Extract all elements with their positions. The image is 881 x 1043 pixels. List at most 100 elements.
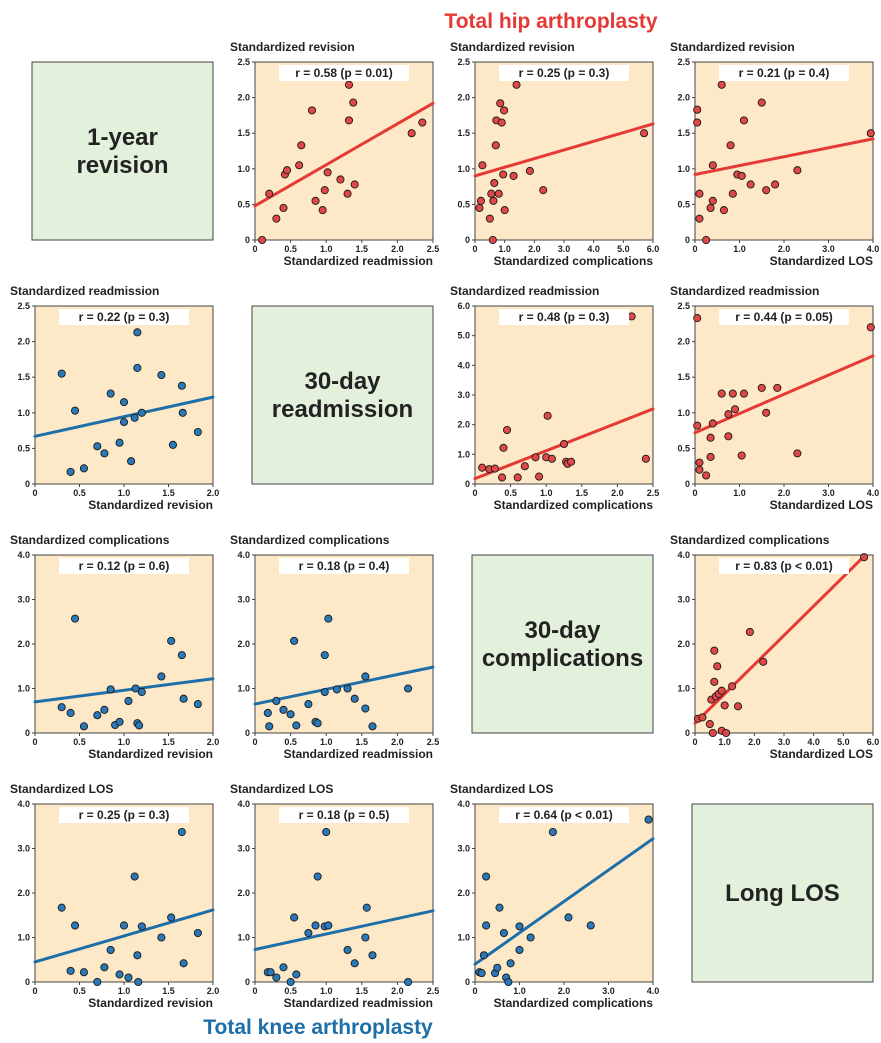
diagonal-label-line: Long LOS [725,880,840,907]
data-point [506,959,515,968]
data-point [737,171,746,180]
data-point [290,913,299,922]
x-tick-label: 1.0 [718,737,731,747]
data-point [350,694,359,703]
data-point [135,721,144,730]
data-point [724,432,733,441]
data-point [644,815,653,824]
scatter-plot-0: Standardized revision 0 0.5 1.0 1.5 2.0 2.5 0 0.… [230,40,439,268]
y-tick-label: 1.0 [457,933,470,943]
x-tick-label: 0.5 [284,737,297,747]
scatter-plot-8: Standardized complications 0 1.0 2.0 3.0 4.0 0… [670,533,879,761]
data-point [762,186,771,195]
x-axis-label: Standardized LOS [770,498,873,512]
data-point [559,439,569,449]
y-tick-label: 2.0 [457,888,470,898]
diagonal-label-line: 30-day [304,368,381,395]
data-point [193,427,202,437]
y-tick-label: 1.0 [677,408,690,418]
regression-line [473,122,655,178]
x-axis-label: Standardized revision [88,996,213,1010]
data-point [702,235,711,245]
y-tick-label: 1.0 [677,684,690,694]
data-point [717,686,726,695]
data-point [279,203,288,213]
data-point [124,973,133,982]
data-point [66,467,75,476]
data-point [640,129,649,138]
data-point [313,872,322,881]
x-axis-label: Standardized readmission [284,747,433,761]
data-point [513,473,522,482]
x-tick-label: 0 [252,244,257,254]
data-point [713,662,722,671]
data-point [564,913,573,922]
plot-title: Standardized complications [10,533,170,547]
y-tick-label: 2.5 [457,57,470,67]
data-point [193,929,202,938]
data-point [292,970,301,979]
data-point [476,196,485,205]
y-tick-label: 5.0 [457,331,470,341]
data-point [693,421,702,430]
plot-title: Standardized revision [670,40,795,54]
data-point [746,180,755,189]
x-tick-label: 3.0 [602,986,615,996]
data-point [475,203,484,213]
data-point [706,433,715,442]
data-point [548,827,557,837]
y-tick-label: 0 [25,977,30,987]
data-point [708,161,717,170]
data-point [509,171,518,180]
data-point [702,471,711,480]
data-point [710,646,719,655]
x-tick-label: 2.0 [778,488,791,498]
data-point [57,369,66,378]
y-tick-label: 1.5 [237,128,250,138]
diagonal-box [691,803,874,983]
y-tick-label: 0 [245,977,250,987]
data-point [131,684,140,693]
data-point [119,921,129,930]
data-point [115,438,124,447]
x-tick-label: 1.5 [576,488,589,498]
x-tick-label: 1.5 [162,986,175,996]
data-point [407,129,416,138]
data-point [272,696,281,706]
data-point [693,314,702,323]
data-point [705,720,714,729]
y-tick-label: 3.0 [457,844,470,854]
scatter-plot-1: Standardized revision 0 0.5 1.0 1.5 2.0 2.5 0 1.… [450,40,659,268]
x-axis-label: Standardized LOS [770,254,873,268]
y-tick-label: 2.5 [237,57,250,67]
data-point [504,977,513,987]
data-point [343,189,352,198]
y-tick-label: 0 [25,728,30,738]
data-point [349,98,358,107]
regression-line [693,354,875,435]
data-point [179,694,188,703]
data-point [311,196,320,205]
x-tick-label: 2.0 [207,488,220,498]
data-point [124,696,133,706]
plot-title: Standardized revision [230,40,355,54]
data-point [106,389,115,398]
y-tick-label: 0.5 [457,199,470,209]
data-point [79,968,88,977]
data-point [324,614,333,623]
x-tick-label: 2.5 [427,737,440,747]
data-point [324,921,333,930]
data-point [477,969,486,978]
data-point [57,703,66,712]
x-tick-label: 4.0 [807,737,820,747]
data-point [693,118,702,127]
y-tick-label: 0 [685,235,690,245]
data-point [860,553,869,562]
y-tick-label: 4.0 [237,799,250,809]
plot-title: Standardized readmission [450,284,599,298]
data-point [706,452,715,461]
data-point [515,945,524,955]
data-point [100,705,109,714]
data-point [167,636,176,645]
